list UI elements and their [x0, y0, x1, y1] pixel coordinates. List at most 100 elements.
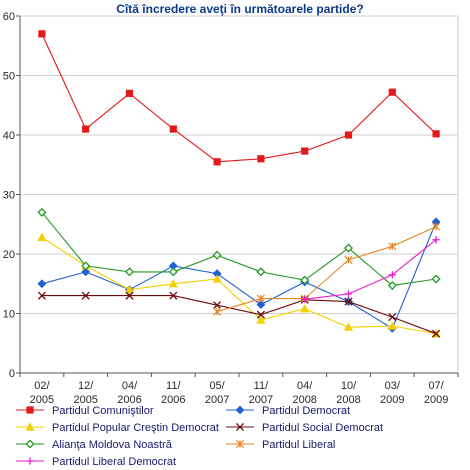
data-point — [388, 88, 396, 96]
legend-label: Partidul Social Democrat — [262, 422, 383, 434]
data-point — [81, 267, 91, 277]
legend-swatch-marker — [235, 439, 245, 449]
axes — [16, 15, 459, 377]
y-tick-label: 20 — [3, 249, 15, 261]
data-point — [124, 267, 135, 277]
data-point — [256, 315, 266, 324]
series-line — [304, 239, 437, 300]
data-point — [212, 250, 222, 260]
legend-swatch-marker — [25, 439, 35, 449]
y-tick-label: 40 — [3, 130, 15, 142]
data-point — [169, 125, 177, 133]
series-group — [37, 30, 441, 338]
x-tick-label: 04/ — [122, 380, 138, 392]
y-tick-label: 50 — [3, 71, 15, 83]
x-tick-label: 2005 — [73, 394, 97, 406]
x-tick-label: 07/ — [428, 380, 444, 392]
data-point — [431, 274, 441, 284]
data-point — [344, 297, 353, 306]
series-line — [41, 211, 437, 287]
data-point — [256, 300, 266, 309]
data-point — [343, 322, 354, 331]
series-1 — [38, 30, 440, 166]
series-7 — [301, 236, 440, 303]
series-4 — [37, 291, 441, 338]
data-point — [301, 295, 309, 303]
data-point — [343, 243, 354, 253]
y-tick-label: 10 — [3, 309, 15, 321]
x-tick-label: 02/ — [34, 380, 50, 392]
series-3 — [37, 232, 441, 338]
data-point — [432, 130, 440, 138]
data-point — [432, 329, 441, 338]
data-point — [301, 147, 309, 155]
legend-label: Alianţa Moldova Noastră — [52, 439, 173, 451]
data-point — [168, 279, 178, 288]
legend-label: Partidul Comuniştilor — [52, 405, 154, 417]
data-point — [213, 301, 222, 310]
data-point — [38, 30, 46, 38]
x-tick-label: 10/ — [341, 380, 357, 392]
x-tick-label: 2008 — [336, 394, 360, 406]
data-point — [388, 313, 397, 322]
data-point — [168, 267, 178, 277]
x-tick-label: 12/ — [78, 380, 94, 392]
data-point — [344, 131, 353, 139]
data-point — [300, 304, 310, 313]
series-line — [41, 236, 437, 335]
legend-swatch-marker — [235, 405, 245, 415]
legend-item: Partidul Social Democrat — [226, 422, 383, 434]
data-point — [81, 261, 91, 271]
data-point — [168, 261, 178, 271]
data-point — [388, 242, 397, 251]
data-point — [387, 281, 397, 291]
series-line — [41, 221, 437, 330]
legend-item: Partidul Liberal — [226, 439, 335, 451]
x-tick-label: 2005 — [30, 394, 54, 406]
series-line — [41, 295, 437, 335]
data-point — [125, 89, 134, 97]
legend-label: Partidul Liberal — [262, 439, 335, 451]
legend-item: Alianţa Moldova Noastră — [16, 439, 173, 451]
x-tick-label: 2009 — [380, 394, 404, 406]
data-point — [37, 232, 47, 241]
x-tick-label: 2007 — [249, 394, 273, 406]
data-point — [37, 279, 47, 289]
x-tick-label: 2007 — [205, 394, 229, 406]
legend-item: Partidul Democrat — [226, 405, 350, 417]
data-point — [388, 271, 396, 279]
legend-label: Partidul Democrat — [262, 405, 350, 417]
data-point — [81, 291, 90, 300]
series-5 — [37, 207, 441, 291]
data-point — [257, 155, 265, 163]
data-point — [213, 158, 221, 166]
x-tick-label: 2006 — [161, 394, 185, 406]
data-point — [344, 255, 353, 264]
data-point — [387, 321, 397, 330]
y-tick-labels: 0 10 20 30 40 50 60 — [3, 11, 15, 380]
data-point — [300, 275, 310, 285]
data-point — [256, 310, 265, 319]
legend-swatch-marker — [25, 422, 35, 431]
chart-title: Cîtă încredere aveţi în următoarele part… — [116, 2, 363, 16]
x-tick-label: 2008 — [292, 394, 316, 406]
data-point — [432, 222, 441, 231]
data-point — [169, 291, 178, 300]
legend-swatch-marker — [26, 406, 34, 414]
y-tick-label: 30 — [3, 190, 15, 202]
data-point — [344, 290, 353, 298]
legend-swatch-marker — [235, 422, 245, 432]
x-tick-label: 11/ — [166, 380, 181, 392]
x-tick-label: 2009 — [424, 394, 448, 406]
data-point — [212, 274, 222, 283]
legend-label: Partidul Liberal Democrat — [52, 456, 176, 468]
grid-lines — [20, 15, 458, 314]
data-point — [256, 267, 266, 277]
legend-label: Partidul Popular Creştin Democrat — [52, 422, 219, 434]
data-point — [37, 207, 47, 217]
data-point — [125, 291, 134, 300]
data-point — [82, 125, 90, 133]
data-point — [256, 294, 265, 303]
legend-swatch-marker — [26, 457, 34, 465]
